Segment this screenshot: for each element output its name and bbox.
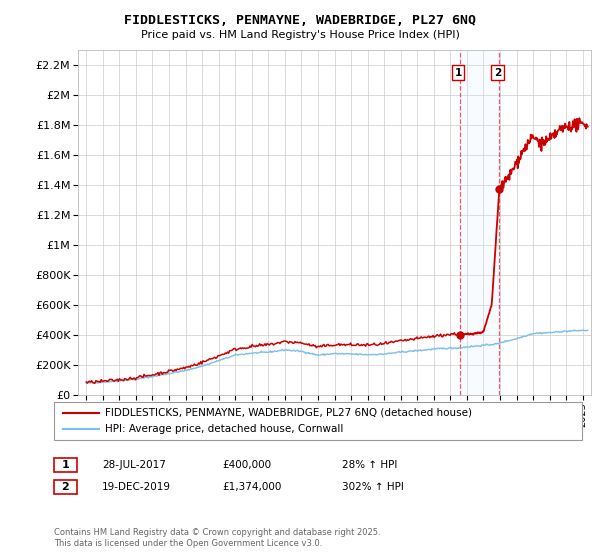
Text: FIDDLESTICKS, PENMAYNE, WADEBRIDGE, PL27 6NQ: FIDDLESTICKS, PENMAYNE, WADEBRIDGE, PL27… — [124, 14, 476, 27]
Text: 2: 2 — [62, 482, 69, 492]
Bar — [460, 50, 499, 395]
Text: Price paid vs. HM Land Registry's House Price Index (HPI): Price paid vs. HM Land Registry's House … — [140, 30, 460, 40]
Text: £400,000: £400,000 — [222, 460, 271, 470]
Text: 1: 1 — [454, 68, 462, 78]
Text: 28% ↑ HPI: 28% ↑ HPI — [342, 460, 397, 470]
Text: 2: 2 — [494, 68, 501, 78]
Text: 28-JUL-2017: 28-JUL-2017 — [102, 460, 166, 470]
Text: 302% ↑ HPI: 302% ↑ HPI — [342, 482, 404, 492]
Text: £1,374,000: £1,374,000 — [222, 482, 281, 492]
Text: HPI: Average price, detached house, Cornwall: HPI: Average price, detached house, Corn… — [105, 424, 343, 434]
Text: FIDDLESTICKS, PENMAYNE, WADEBRIDGE, PL27 6NQ (detached house): FIDDLESTICKS, PENMAYNE, WADEBRIDGE, PL27… — [105, 408, 472, 418]
Text: 1: 1 — [62, 460, 69, 470]
Text: Contains HM Land Registry data © Crown copyright and database right 2025.
This d: Contains HM Land Registry data © Crown c… — [54, 528, 380, 548]
Text: 19-DEC-2019: 19-DEC-2019 — [102, 482, 171, 492]
